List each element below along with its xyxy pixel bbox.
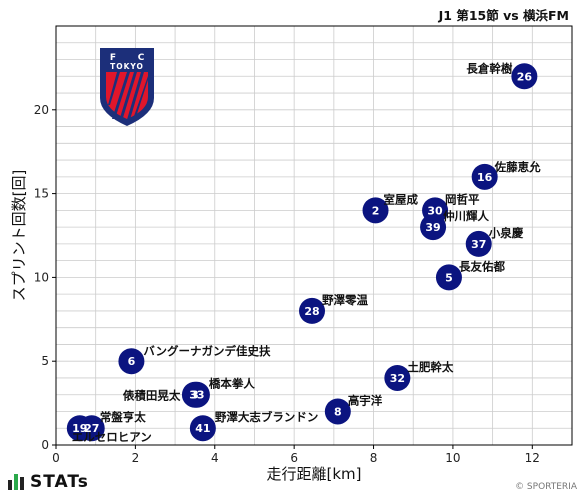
point-label-41: 野澤大志ブランドン	[215, 410, 319, 424]
logo-letter-f: F	[110, 53, 116, 63]
point-16	[471, 163, 498, 190]
x-tick-label: 6	[290, 451, 298, 465]
point-number-19: 19	[72, 422, 87, 435]
fc-tokyo-logo: F C TOKYO	[100, 48, 154, 126]
point-number-39: 39	[425, 221, 440, 234]
point-number-33: 33	[189, 389, 204, 402]
logo-letter-c: C	[138, 53, 145, 63]
point-number-2: 2	[372, 204, 380, 217]
x-tick-label: 8	[370, 451, 378, 465]
point-label-30: 岡哲平	[445, 192, 480, 206]
point-label-28: 野澤零温	[322, 293, 368, 307]
stats-bars-icon	[8, 474, 24, 490]
point-label-27: エルセロヒアン	[72, 430, 152, 444]
point-number-16: 16	[477, 171, 493, 184]
point-39	[420, 214, 447, 241]
x-axis-label: 走行距離[km]	[266, 465, 361, 483]
page-title: J1 第15節 vs 横浜FM	[438, 8, 569, 23]
y-tick-label: 0	[41, 438, 49, 452]
point-8	[324, 398, 351, 425]
y-tick-label: 5	[41, 354, 49, 368]
point-label-8: 高宇洋	[348, 393, 383, 407]
point-number-3: 3	[191, 389, 199, 402]
y-axis-label: スプリント回数[回]	[10, 170, 28, 302]
point-label-19: 常盤亨太	[100, 410, 146, 424]
y-tick-label: 20	[34, 103, 49, 117]
x-tick-label: 0	[52, 451, 60, 465]
y-tick-label: 15	[34, 187, 49, 201]
y-tick-label: 10	[34, 270, 49, 284]
stats-logo: STATs	[8, 472, 89, 492]
plot-frame	[55, 25, 573, 446]
logo-word: TOKYO	[110, 62, 144, 71]
point-26	[511, 63, 538, 90]
stats-brand: STATs	[30, 472, 89, 492]
point-28	[299, 297, 326, 324]
point-number-8: 8	[334, 405, 342, 418]
point-label-26: 長倉幹樹	[466, 61, 512, 75]
point-number-41: 41	[195, 422, 210, 435]
point-number-28: 28	[304, 305, 319, 318]
x-tick-label: 12	[525, 451, 540, 465]
point-label-39: 仲川輝人	[443, 209, 489, 223]
point-number-6: 6	[128, 355, 136, 368]
point-41	[189, 415, 216, 442]
point-number-5: 5	[445, 271, 453, 284]
point-label-33: 橋本拳人	[209, 377, 255, 391]
point-2	[362, 197, 389, 224]
point-number-32: 32	[390, 372, 405, 385]
x-tick-label: 10	[445, 451, 460, 465]
point-number-37: 37	[471, 238, 486, 251]
point-3	[181, 381, 208, 408]
data-points: 26長倉幹樹16佐藤恵允2室屋成30岡哲平39仲川輝人37小泉慶5長友佑都28野…	[66, 61, 541, 444]
point-27	[78, 415, 105, 442]
point-label-5: 長友佑都	[459, 259, 505, 273]
point-label-2: 室屋成	[384, 192, 419, 206]
point-number-26: 26	[517, 70, 533, 83]
point-number-27: 27	[84, 422, 99, 435]
point-6	[118, 348, 145, 375]
point-number-30: 30	[427, 204, 443, 217]
x-tick-label: 2	[132, 451, 140, 465]
axis-ticks: 0 2 4 6 8 10 12 0 5 10 15 20	[34, 103, 540, 465]
point-label-32: 土肥幹太	[407, 360, 453, 374]
point-label-3: 俵積田晃太	[123, 389, 181, 403]
point-32	[384, 364, 411, 391]
point-label-16: 佐藤恵允	[494, 160, 541, 174]
point-37	[465, 230, 492, 257]
copyright: © SPORTERIA	[515, 482, 577, 492]
point-label-37: 小泉慶	[488, 226, 524, 240]
point-5	[435, 264, 462, 291]
x-tick-label: 4	[211, 451, 219, 465]
point-label-6: バングーナガンデ佳史扶	[143, 344, 271, 358]
